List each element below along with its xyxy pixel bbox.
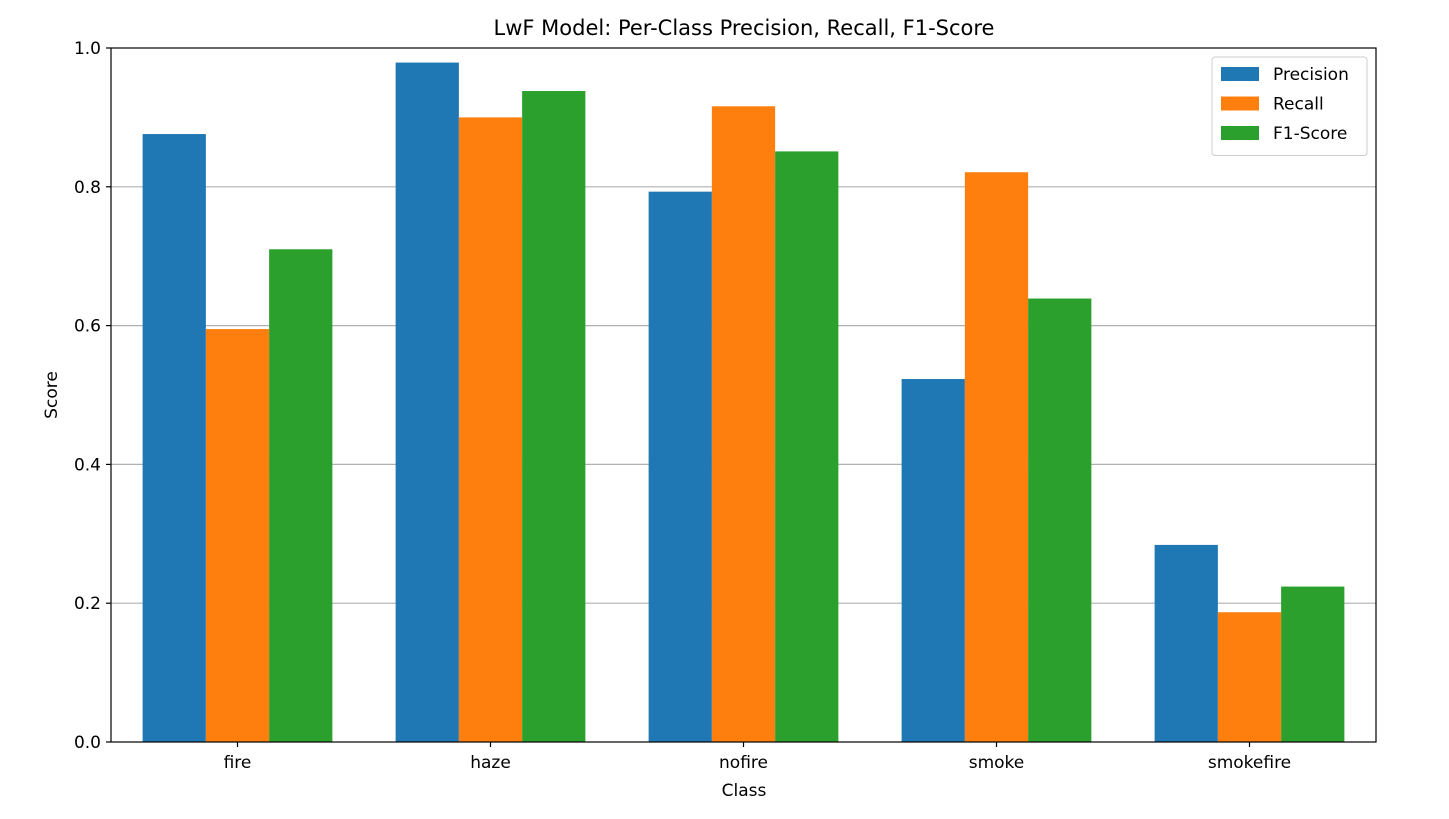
y-axis-ticks: 0.0 0.2 0.4 0.6 0.8 1.0 [74,39,111,753]
bar-precision-smoke [901,379,965,742]
y-tick-label: 1.0 [74,39,101,59]
y-tick-label: 0.4 [74,455,101,475]
x-tick-label-nofire: nofire [719,753,768,773]
legend: Precision Recall F1-Score [1211,56,1368,156]
y-tick-label: 0.2 [74,594,101,614]
y-axis-label: Score [42,371,62,419]
bar-f1-score-smoke [1028,298,1092,742]
bar-precision-fire [142,134,206,742]
legend-swatch-recall [1221,96,1259,111]
bar-f1-score-smokefire [1281,586,1345,742]
x-axis-ticks: fire haze nofire smoke smokefire [224,742,1291,773]
legend-label-precision: Precision [1273,65,1349,85]
chart-title: LwF Model: Per-Class Precision, Recall, … [494,16,995,40]
bar-f1-score-nofire [775,151,839,742]
bar-precision-nofire [648,191,712,742]
y-tick-label: 0.8 [74,178,101,198]
bar-recall-nofire [711,106,776,742]
x-tick-label-fire: fire [224,753,252,773]
x-tick-label-smoke: smoke [969,753,1025,773]
x-axis-label: Class [722,781,767,801]
bar-f1-score-haze [522,91,586,742]
legend-label-f1-score: F1-Score [1273,124,1347,144]
bar-recall-fire [205,329,270,742]
legend-swatch-precision [1221,67,1259,81]
y-tick-label: 0.0 [74,733,101,753]
x-tick-label-smokefire: smokefire [1208,753,1291,773]
y-tick-label: 0.6 [74,317,101,337]
legend-label-recall: Recall [1273,95,1324,115]
bar-precision-smokefire [1154,544,1218,742]
bar-precision-haze [395,62,459,743]
bar-recall-smokefire [1217,612,1282,742]
bars [142,62,1345,743]
legend-swatch-f1-score [1221,126,1259,140]
bar-recall-smoke [964,172,1029,742]
x-tick-label-haze: haze [470,753,511,773]
bar-f1-score-fire [269,249,333,742]
bar-recall-haze [458,117,523,742]
